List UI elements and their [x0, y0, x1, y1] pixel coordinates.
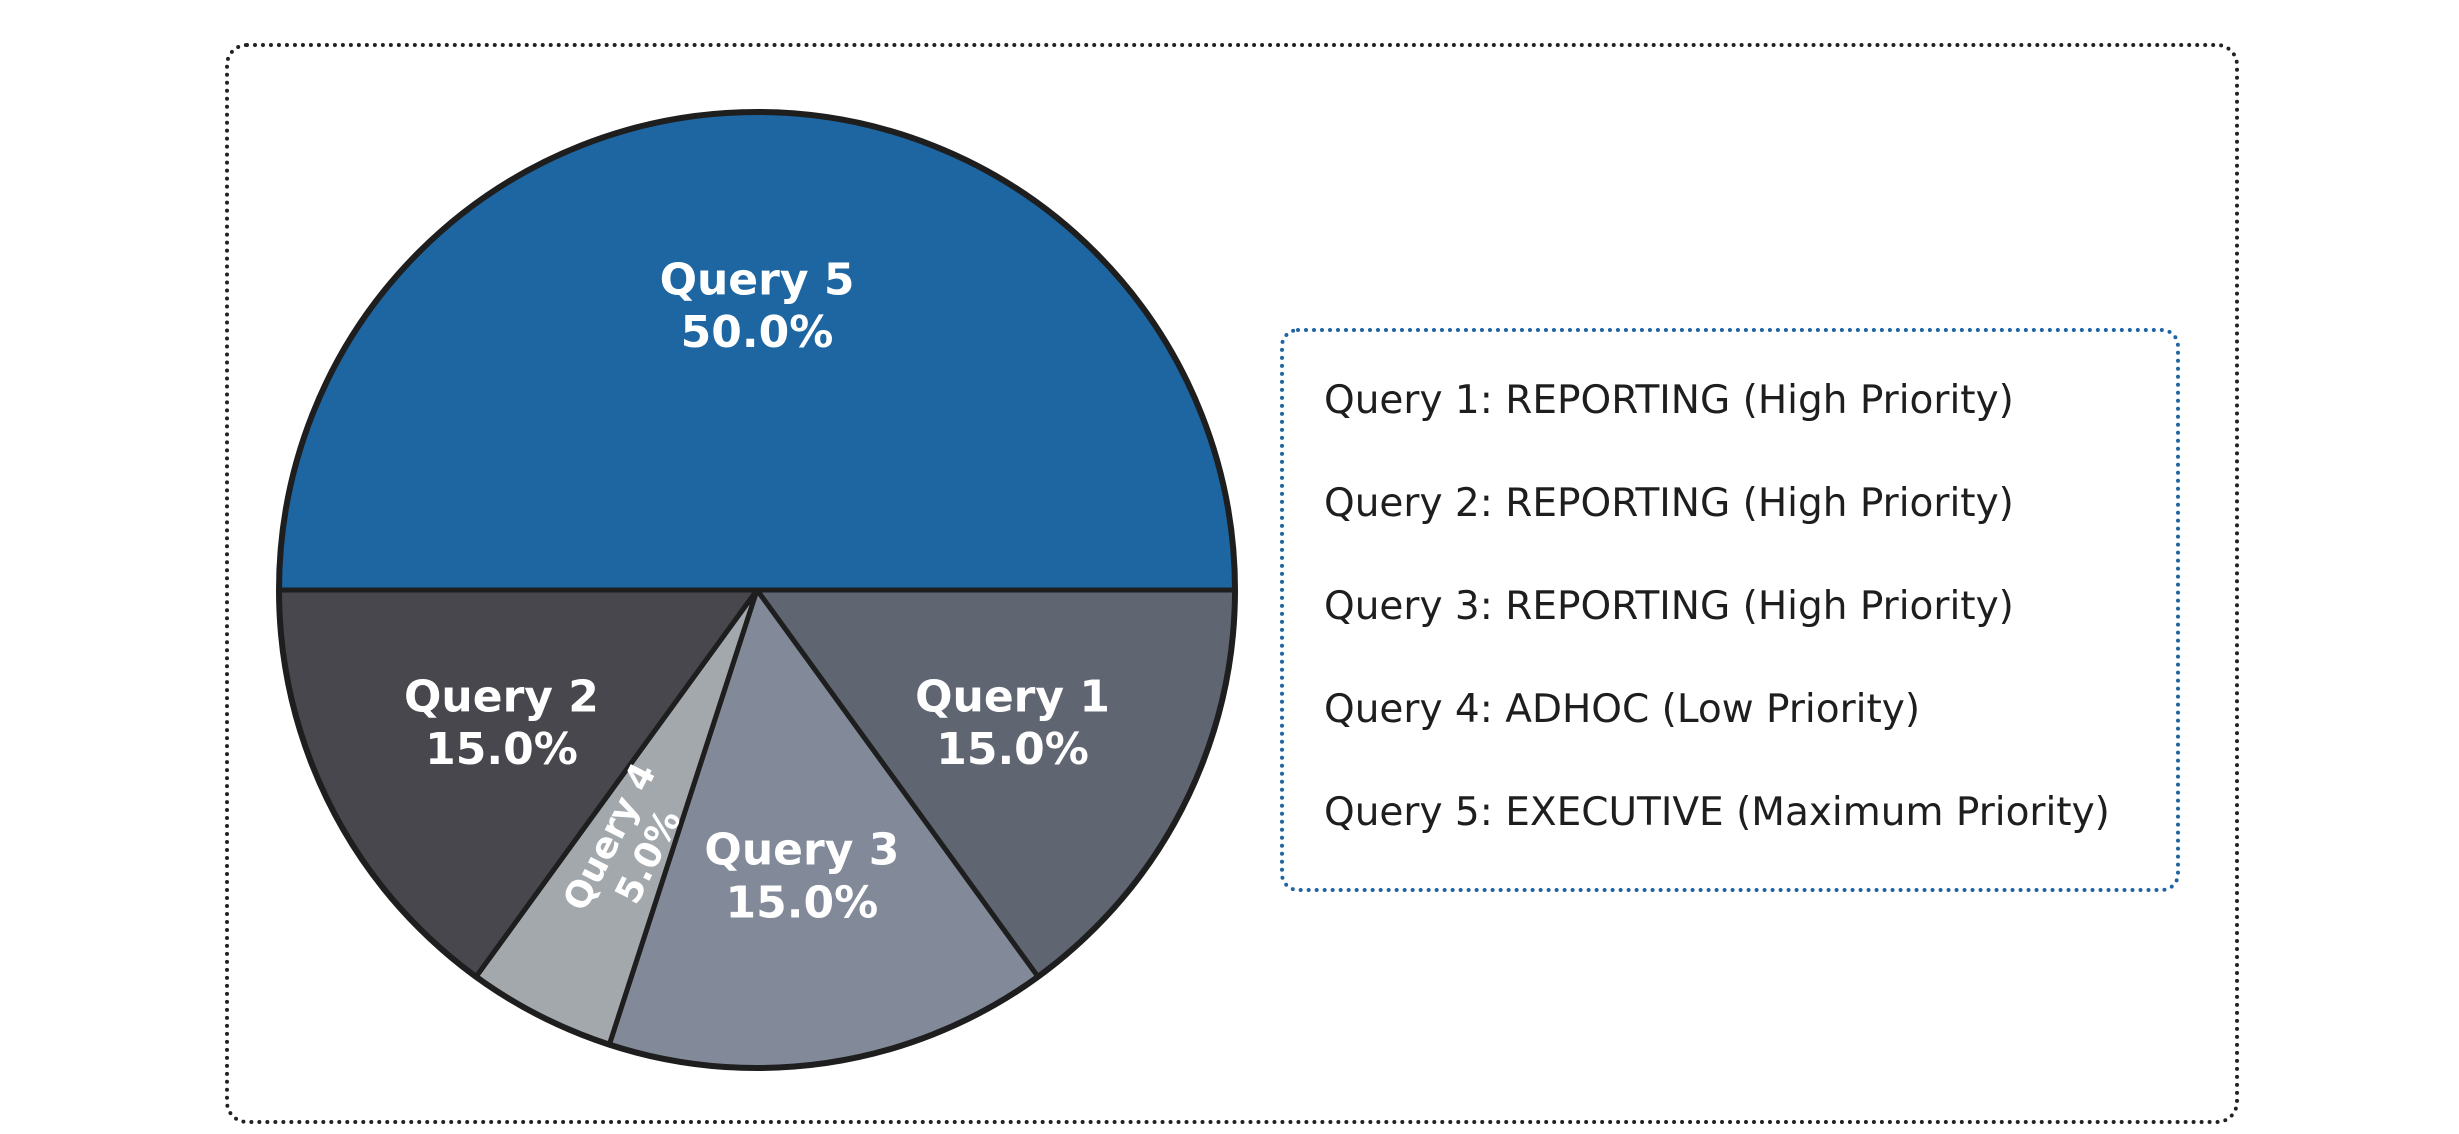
slice-label-query-1: Query 1 15.0% [915, 671, 1110, 775]
legend: Query 1: REPORTING (High Priority) Query… [1280, 328, 2180, 892]
slice-label-query-2: Query 2 15.0% [404, 671, 599, 775]
slice-label-query-5: Query 5 50.0% [660, 254, 855, 358]
pie-outline [276, 109, 1238, 1071]
legend-item-query-2: Query 2: REPORTING (High Priority) [1324, 481, 2014, 526]
slice-label-query-3: Query 3 15.0% [704, 824, 899, 928]
chart-frame [225, 43, 2239, 1124]
pie-slices [276, 109, 1238, 1071]
legend-item-query-1: Query 1: REPORTING (High Priority) [1324, 378, 2014, 423]
legend-item-query-5: Query 5: EXECUTIVE (Maximum Priority) [1324, 790, 2110, 835]
legend-item-query-4: Query 4: ADHOC (Low Priority) [1324, 687, 1921, 732]
legend-item-query-3: Query 3: REPORTING (High Priority) [1324, 584, 2014, 629]
